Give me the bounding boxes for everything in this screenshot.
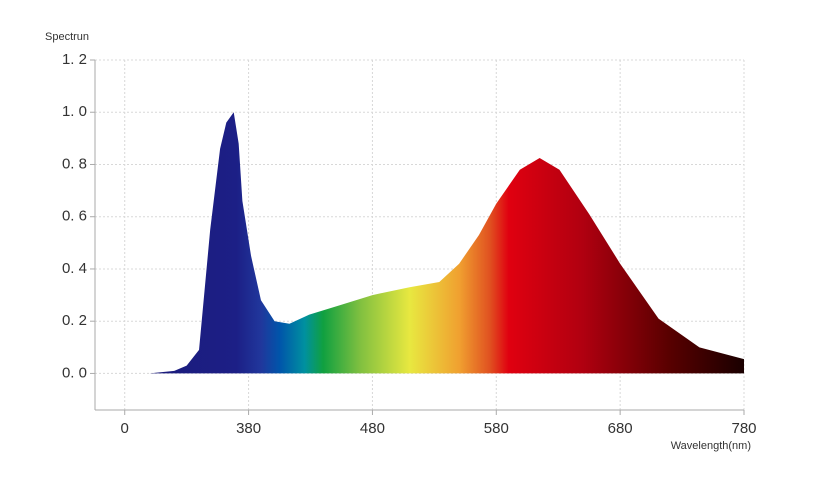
x-tick-label: 380	[236, 420, 261, 437]
y-tick-label: 0. 4	[62, 260, 87, 277]
y-tick-label: 1. 2	[62, 51, 87, 68]
y-tick-label: 0. 6	[62, 208, 87, 225]
y-tick-label: 1. 0	[62, 103, 87, 120]
y-axis-label: Spectrun	[45, 31, 89, 43]
y-tick-label: 0. 2	[62, 312, 87, 329]
x-tick-label: 0	[121, 420, 129, 437]
spectrum-area	[124, 112, 744, 374]
x-tick-label: 580	[484, 420, 509, 437]
x-tick-label: 780	[731, 420, 756, 437]
x-tick-label: 680	[608, 420, 633, 437]
y-tick-label: 0. 0	[62, 364, 87, 381]
x-axis-label: Wavelength(nm)	[671, 440, 751, 452]
y-tick-label: 0. 8	[62, 155, 87, 172]
x-tick-label: 480	[360, 420, 385, 437]
